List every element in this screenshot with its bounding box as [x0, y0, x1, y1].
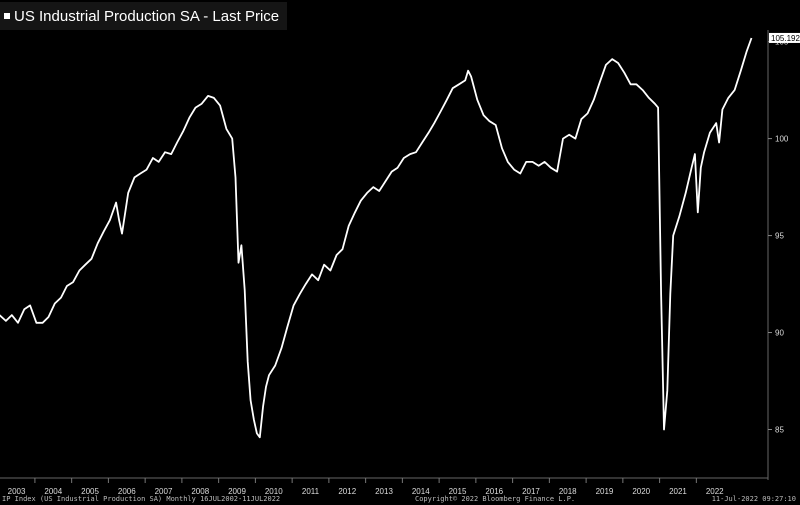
footer-bar: IP Index (US Industrial Production SA) M… [0, 495, 800, 505]
x-tick-label: 2011 [302, 487, 320, 496]
y-tick-label: 90 [775, 329, 784, 338]
chart-title-box: US Industrial Production SA - Last Price [0, 2, 288, 30]
x-tick-label: 2003 [8, 487, 26, 496]
x-tick-label: 2006 [118, 487, 136, 496]
x-tick-label: 2015 [449, 487, 467, 496]
x-tick-label: 2014 [412, 487, 430, 496]
y-tick-label: 85 [775, 426, 784, 435]
x-tick-label: 2010 [265, 487, 283, 496]
x-tick-label: 2009 [228, 487, 246, 496]
footer-timestamp: 11-Jul-2022 09:27:10 [711, 495, 796, 503]
x-tick-label: 2021 [669, 487, 687, 496]
chart-title: US Industrial Production SA - Last Price [14, 7, 280, 25]
x-tick-label: 2020 [632, 487, 650, 496]
x-tick-label: 2019 [596, 487, 614, 496]
x-tick-label: 2017 [522, 487, 540, 496]
last-value-label: 105.1924 [771, 34, 800, 43]
x-tick-label: 2013 [375, 487, 393, 496]
x-tick-label: 2018 [559, 487, 577, 496]
last-value-badge [769, 32, 800, 43]
x-tick-label: 2008 [191, 487, 209, 496]
y-tick-label: 95 [775, 232, 784, 241]
footer-copyright: Copyright© 2022 Bloomberg Finance L.P. [415, 495, 576, 503]
footer-series-info: IP Index (US Industrial Production SA) M… [2, 495, 281, 503]
y-tick-label: 100 [775, 135, 789, 144]
x-tick-label: 2016 [485, 487, 503, 496]
series-line [0, 37, 753, 439]
x-tick-label: 2005 [81, 487, 99, 496]
x-tick-label: 2004 [44, 487, 62, 496]
x-tick-label: 2022 [706, 487, 724, 496]
x-tick-label: 2012 [338, 487, 356, 496]
x-tick-label: 2007 [155, 487, 173, 496]
series-marker-icon [4, 13, 10, 19]
